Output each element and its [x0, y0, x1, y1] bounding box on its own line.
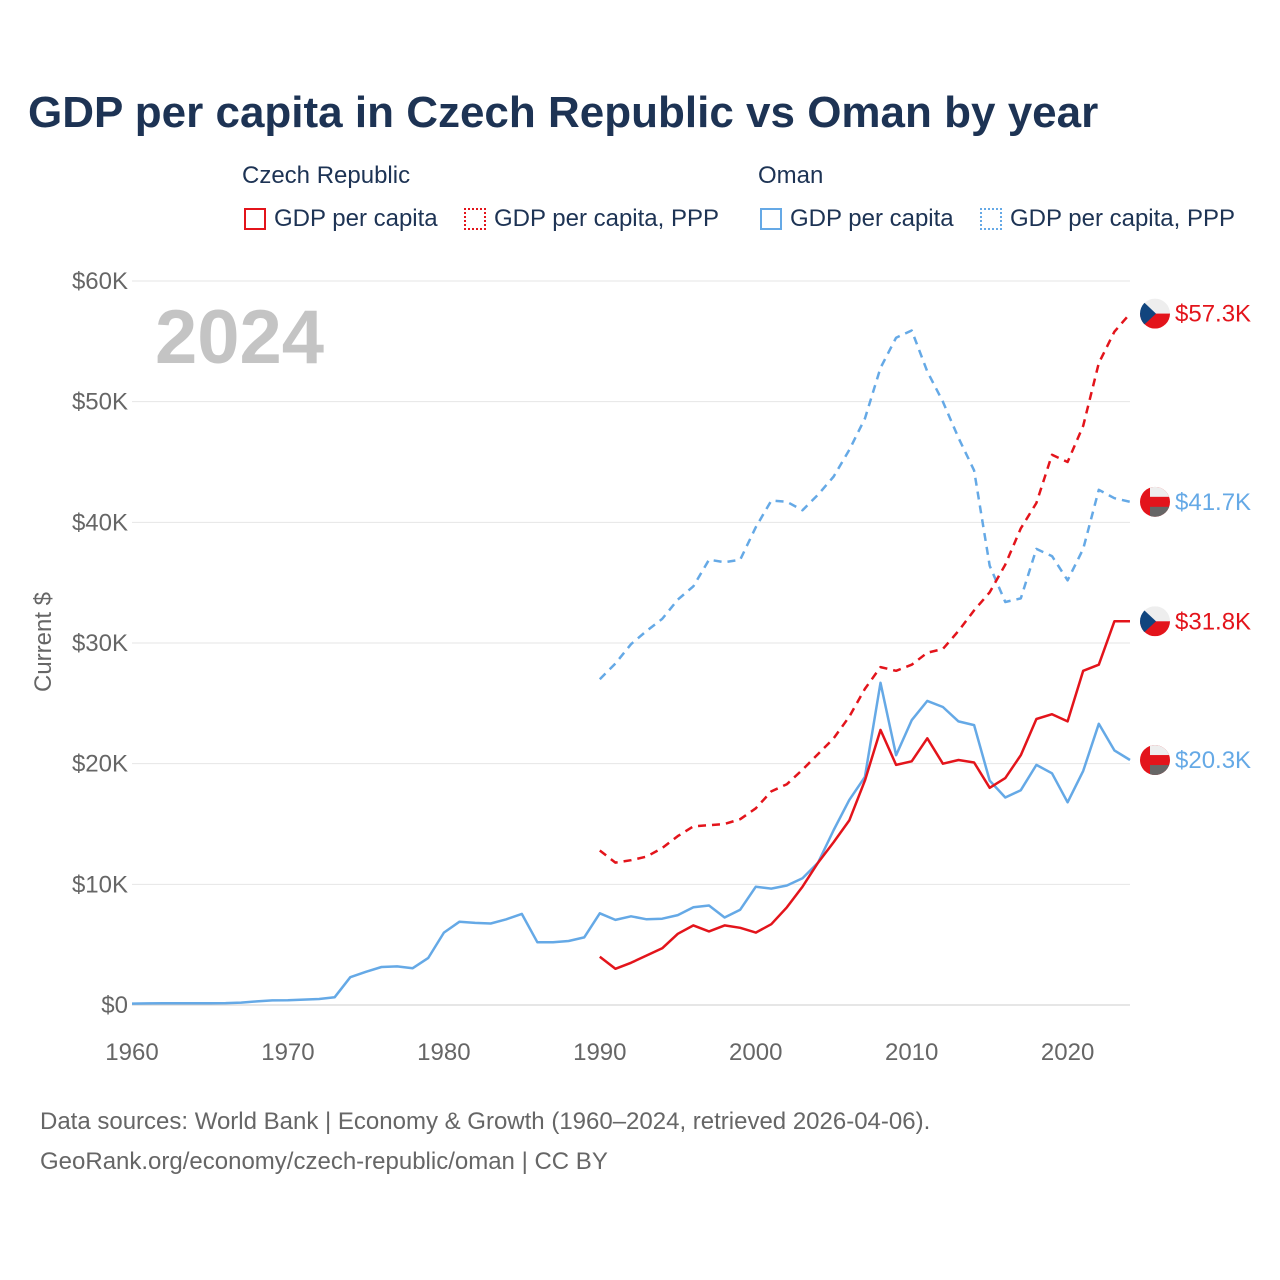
x-tick-label: 1960	[105, 1039, 158, 1066]
y-tick-label: $0	[101, 992, 128, 1019]
series-line-oman_ppp	[598, 329, 1131, 681]
end-label-oman_ppp: $41.7K	[1175, 489, 1251, 516]
legend-label-czech-ppp: GDP per capita, PPP	[494, 205, 719, 232]
y-tick-label: $20K	[72, 751, 128, 778]
y-tick-label: $30K	[72, 630, 128, 657]
flag-icon-czech	[1140, 606, 1170, 637]
legend-label-czech-gdp: GDP per capita	[274, 205, 438, 232]
flag-icon-oman	[1140, 745, 1170, 776]
legend-swatch-czech-ppp	[464, 208, 486, 230]
x-tick-label: 2020	[1041, 1039, 1094, 1066]
source-line-2: GeoRank.org/economy/czech-republic/oman …	[40, 1148, 608, 1175]
chart-title: GDP per capita in Czech Republic vs Oman…	[28, 88, 1099, 137]
year-watermark: 2024	[155, 295, 324, 380]
y-tick-label: $50K	[72, 389, 128, 416]
legend-item-oman-gdp[interactable]: GDP per capita	[760, 205, 954, 233]
end-label-czech_ppp: $57.3K	[1175, 301, 1251, 328]
series-line-czech_gdp	[599, 620, 1130, 971]
x-axis-ticks: 1960 1970 1980 1990 2000 2010 2020	[105, 1039, 1094, 1066]
legend-group-czech: Czech Republic	[242, 162, 411, 189]
legend-swatch-oman-gdp	[760, 208, 782, 230]
x-tick-label: 1990	[573, 1039, 626, 1066]
y-tick-label: $40K	[72, 509, 128, 536]
grid-lines	[132, 280, 1130, 1006]
legend-label-oman-ppp: GDP per capita, PPP	[1010, 205, 1235, 232]
source-line-1: Data sources: World Bank | Economy & Gro…	[40, 1108, 931, 1135]
y-axis-label: Current $	[30, 592, 57, 692]
flag-icon-czech	[1140, 298, 1170, 329]
series-line-czech_ppp	[599, 312, 1131, 864]
y-tick-label: $60K	[72, 268, 128, 295]
flag-icon-oman	[1140, 486, 1170, 517]
legend-label-oman-gdp: GDP per capita	[790, 205, 954, 232]
y-tick-label: $10K	[72, 871, 128, 898]
end-label-oman_gdp: $20.3K	[1175, 747, 1251, 774]
x-tick-label: 2000	[729, 1039, 782, 1066]
y-axis-ticks: $0 $10K $20K $30K $40K $50K $60K	[72, 268, 128, 1019]
end-label-czech_gdp: $31.8K	[1175, 608, 1251, 635]
end-labels: $57.3K $41.7K $31.8K $20.3K	[1140, 298, 1251, 776]
legend-swatch-oman-ppp	[980, 208, 1002, 230]
legend-item-czech-ppp[interactable]: GDP per capita, PPP	[464, 205, 719, 233]
legend-group-oman: Oman	[758, 162, 824, 189]
x-tick-label: 1980	[417, 1039, 470, 1066]
x-tick-label: 2010	[885, 1039, 938, 1066]
legend-item-oman-ppp[interactable]: GDP per capita, PPP	[980, 205, 1235, 233]
series-line-oman_gdp	[131, 681, 1131, 1005]
legend-swatch-czech-gdp	[244, 208, 266, 230]
x-tick-label: 1970	[261, 1039, 314, 1066]
series-lines	[131, 312, 1131, 1005]
legend-item-czech-gdp[interactable]: GDP per capita	[244, 205, 438, 233]
